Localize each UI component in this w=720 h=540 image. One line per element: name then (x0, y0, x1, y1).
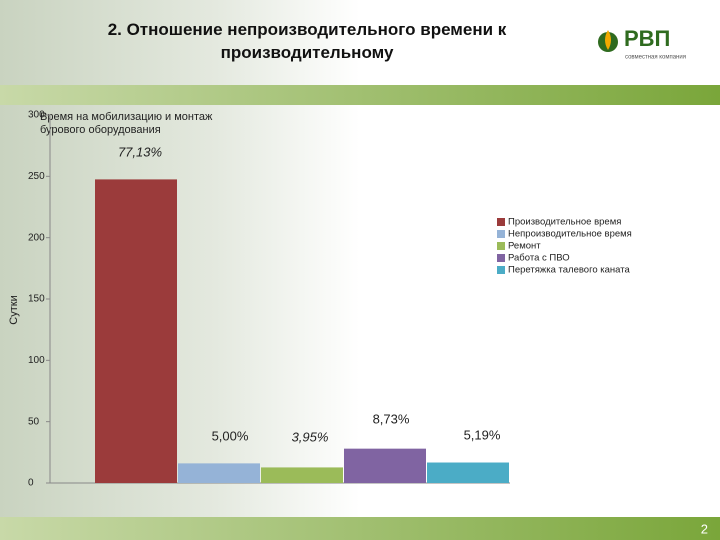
y-tick-label: 0 (28, 478, 34, 489)
legend-label: Ремонт (508, 241, 541, 252)
legend-label: Непроизводительное время (508, 229, 632, 240)
bar (95, 179, 177, 483)
y-tick-label: 100 (28, 355, 45, 366)
page-number: 2 (701, 521, 708, 536)
bar (178, 463, 260, 483)
y-axis-label: Сутки (8, 295, 20, 324)
annotation: 77,13% (118, 144, 162, 159)
bar (261, 467, 343, 483)
legend-label: Перетяжка талевого каната (508, 265, 630, 276)
annotation: 5,19% (464, 427, 501, 442)
bar (344, 448, 426, 483)
slide-title: 2. Отношение непроизводительного времени… (108, 20, 507, 62)
legend-label: Работа с ПВО (508, 253, 570, 264)
bottom-band (0, 517, 720, 540)
y-tick-label: 150 (28, 294, 45, 305)
logo: РВП (624, 26, 670, 51)
legend-swatch (497, 242, 505, 250)
top-band (0, 85, 720, 105)
y-tick-label: 200 (28, 232, 45, 243)
legend-label: Производительное время (508, 217, 621, 228)
y-tick-label: 300 (28, 110, 45, 121)
y-tick-label: 250 (28, 171, 45, 182)
annotation: 8,73% (373, 411, 410, 426)
bar (427, 462, 509, 483)
logo-drop (605, 30, 611, 50)
legend-swatch (497, 230, 505, 238)
annotation: 5,00% (212, 428, 249, 443)
legend-swatch (497, 266, 505, 274)
annotation: 3,95% (292, 429, 329, 444)
legend-swatch (497, 218, 505, 226)
logo-subtitle: совместная компания (625, 55, 686, 61)
legend-swatch (497, 254, 505, 262)
y-tick-label: 50 (28, 416, 40, 427)
chart-title: Время на мобилизацию и монтаж бурового об… (40, 111, 213, 136)
